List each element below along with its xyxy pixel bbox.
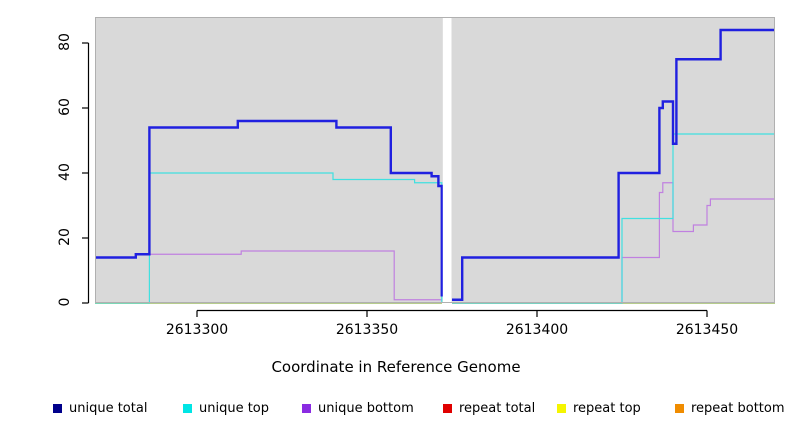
y-tick-label: 40 bbox=[57, 163, 73, 181]
x-tick-label: 2613450 bbox=[675, 322, 739, 338]
plot-panel-background bbox=[95, 17, 775, 303]
x-tick-label: 2613300 bbox=[165, 322, 229, 338]
legend-label: unique total bbox=[69, 400, 148, 416]
x-tick-label: 2613350 bbox=[335, 322, 399, 338]
x-tick-label: 2613400 bbox=[505, 322, 569, 338]
y-tick-label: 0 bbox=[57, 297, 73, 307]
legend-item-repeat-bottom[interactable]: repeat bottom bbox=[675, 398, 785, 418]
legend-label: repeat total bbox=[459, 400, 536, 416]
legend-item-unique-top[interactable]: unique top bbox=[183, 398, 269, 418]
plot-panel-border bbox=[95, 17, 775, 303]
axes bbox=[82, 42, 708, 317]
legend-item-repeat-top[interactable]: repeat top bbox=[557, 398, 641, 418]
legend-swatch-icon bbox=[183, 403, 192, 413]
y-tick-label: 60 bbox=[57, 98, 73, 116]
chart-legend: unique total unique top unique bottom repea… bbox=[0, 398, 792, 422]
legend-swatch-icon bbox=[443, 403, 452, 413]
y-tick-label: 80 bbox=[57, 33, 73, 51]
data-gap-band bbox=[442, 15, 452, 303]
y-tick-label: 20 bbox=[57, 228, 73, 246]
series-line-unique-total bbox=[95, 119, 443, 297]
legend-swatch-icon bbox=[53, 403, 62, 413]
legend-label: repeat top bbox=[573, 400, 641, 416]
series-line-unique-total bbox=[452, 28, 775, 301]
legend-swatch-icon bbox=[302, 403, 311, 413]
x-axis-label: Coordinate in Reference Genome bbox=[271, 358, 521, 376]
legend-swatch-icon bbox=[557, 403, 566, 413]
legend-item-repeat-total[interactable]: repeat total bbox=[443, 398, 535, 418]
legend-swatch-icon bbox=[675, 403, 684, 413]
legend-label: repeat bottom bbox=[691, 400, 785, 416]
legend-label: unique bottom bbox=[318, 400, 414, 416]
legend-item-unique-bottom[interactable]: unique bottom bbox=[302, 398, 414, 418]
legend-label: unique top bbox=[199, 400, 270, 416]
legend-item-unique-total[interactable]: unique total bbox=[53, 398, 147, 418]
